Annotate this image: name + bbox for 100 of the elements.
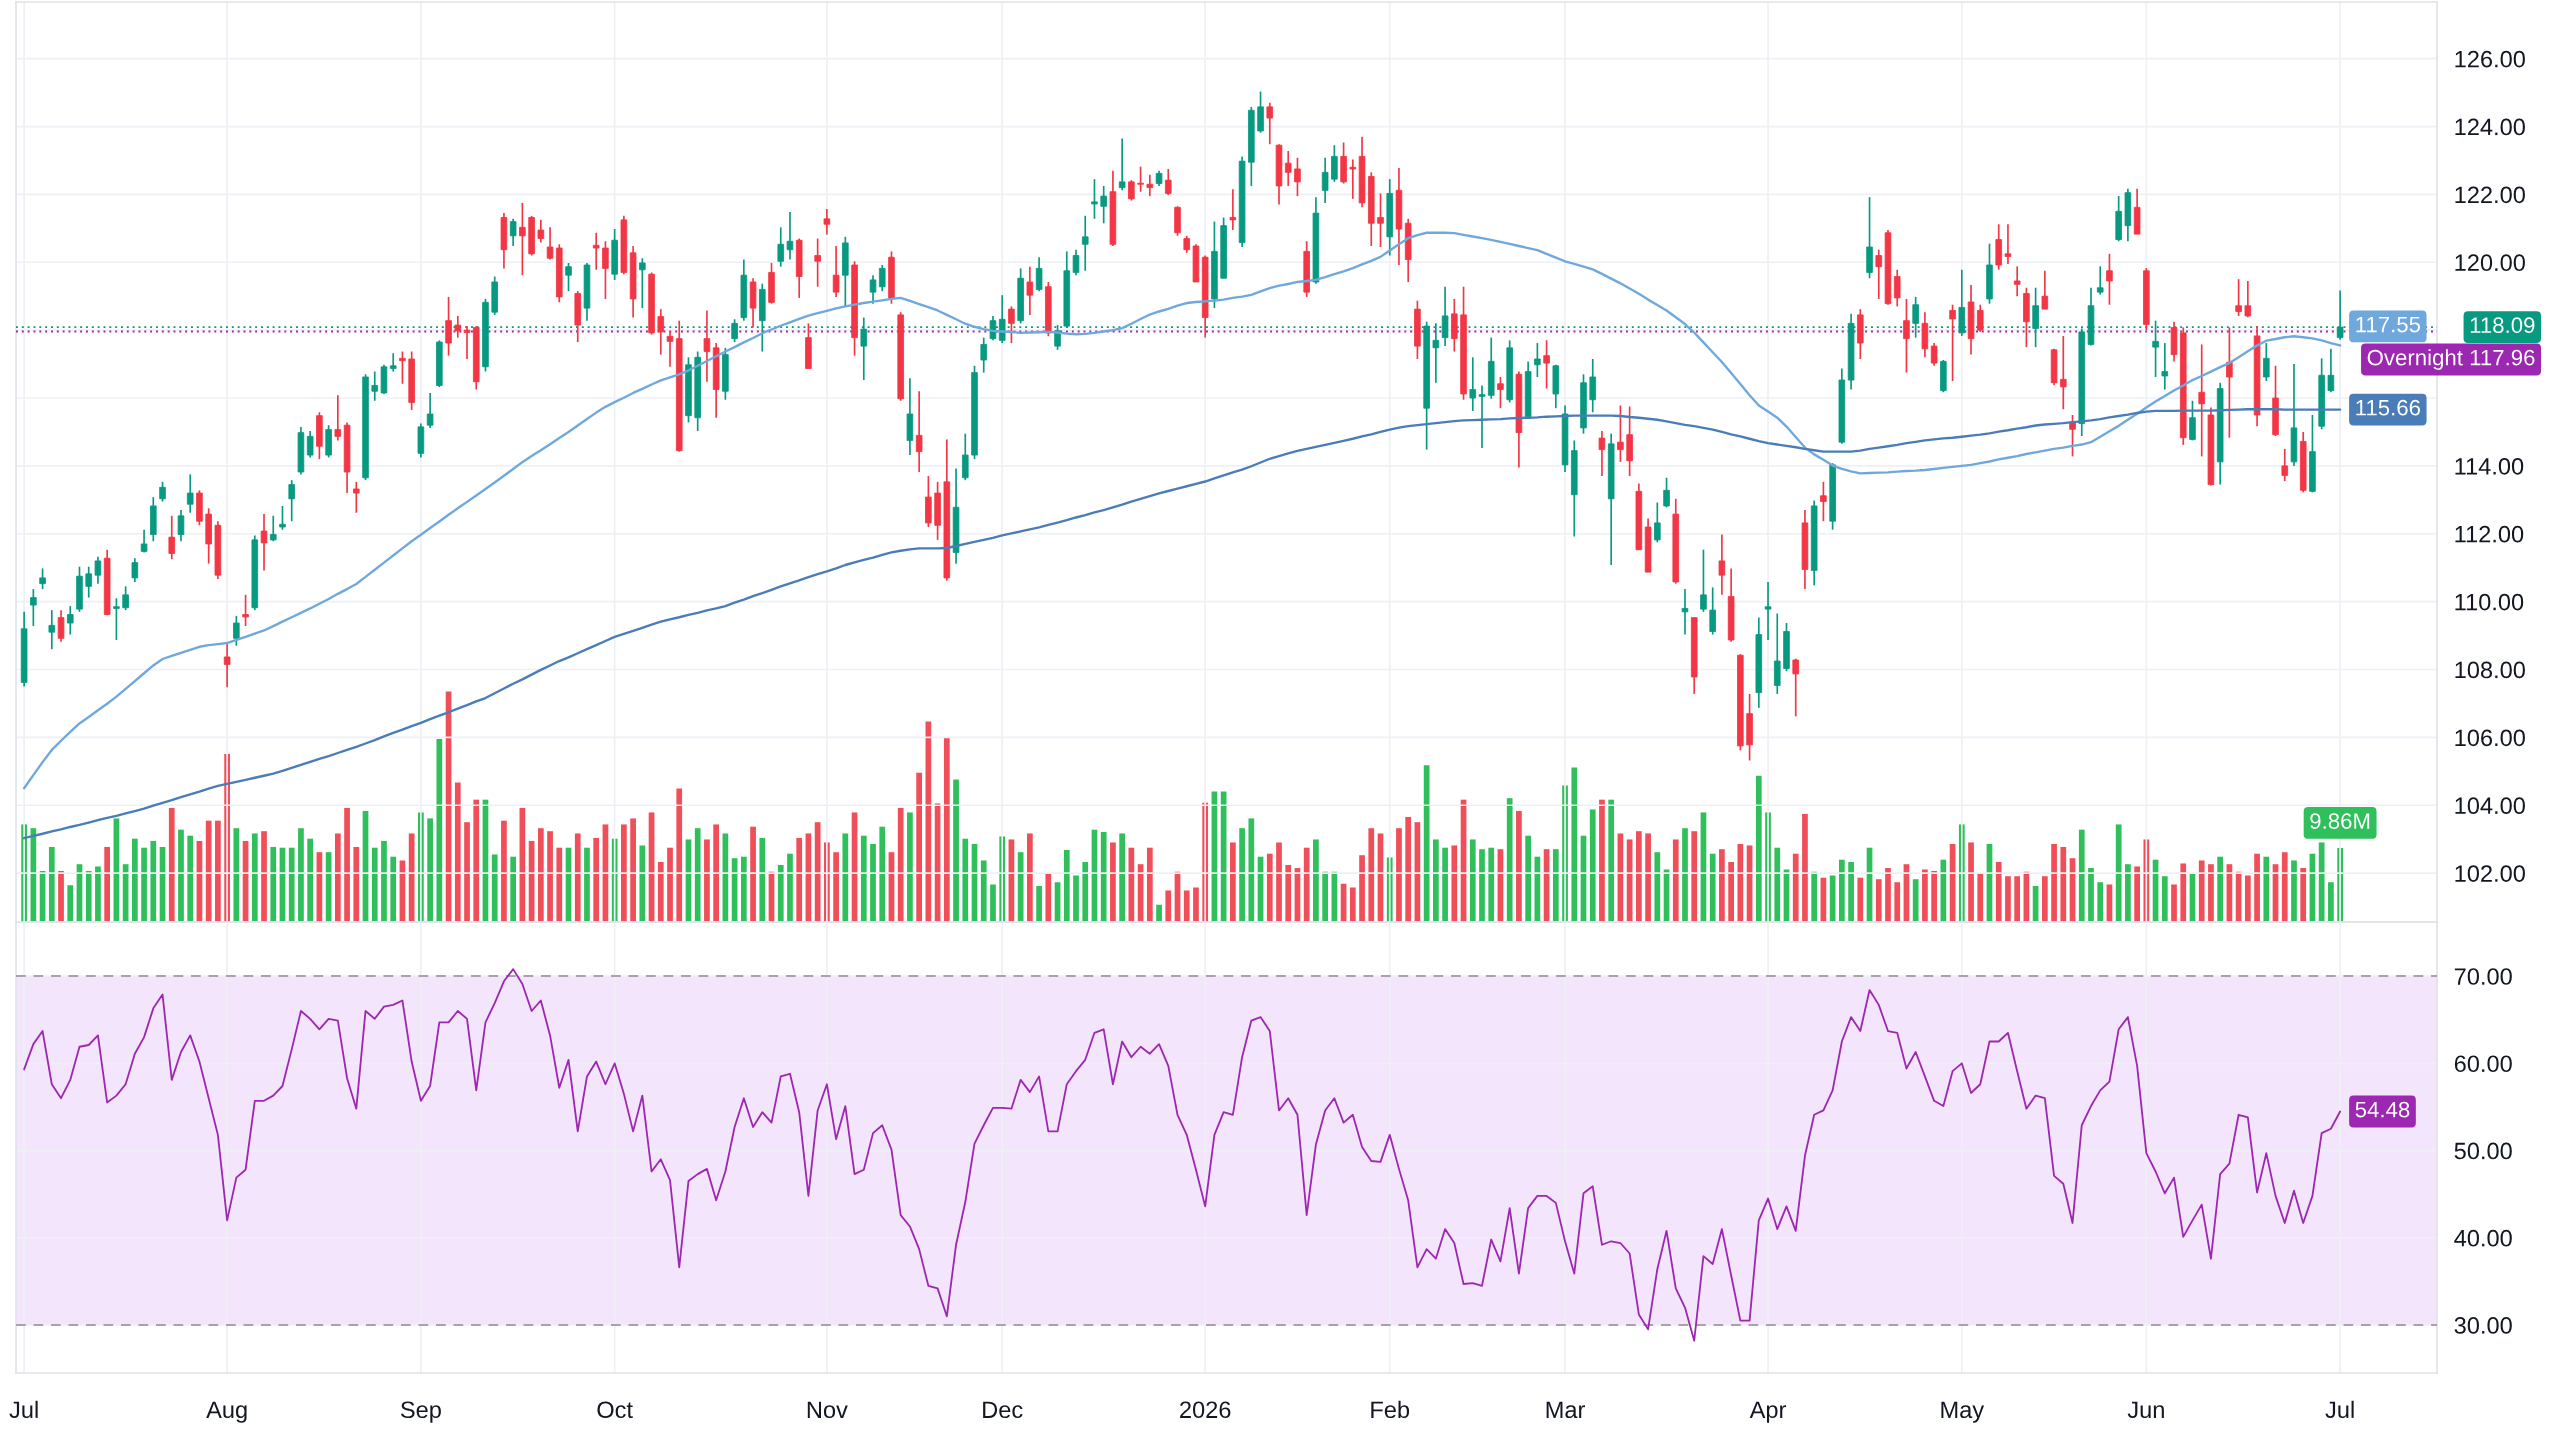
bar [787, 853, 793, 922]
candlestick [288, 479, 295, 523]
bar [713, 824, 720, 922]
candlestick [519, 202, 526, 277]
candlestick [306, 430, 314, 459]
bar [584, 847, 590, 922]
bar [1119, 833, 1125, 922]
candlestick [823, 208, 831, 236]
bar [990, 884, 996, 922]
bar [261, 831, 267, 922]
candlestick [353, 481, 360, 514]
candlestick [1091, 178, 1098, 220]
candlestick [565, 262, 572, 292]
bar [67, 885, 74, 922]
candlestick [592, 231, 600, 271]
bar [759, 837, 766, 922]
candlestick [1137, 165, 1144, 193]
bar [1036, 885, 1042, 922]
candlestick [962, 432, 969, 481]
candlestick [57, 609, 65, 643]
candlestick [389, 352, 397, 373]
candlestick [463, 325, 471, 360]
bar [30, 828, 37, 922]
candlestick [980, 336, 988, 374]
bar [667, 847, 673, 922]
bar [150, 840, 157, 922]
candlestick [1146, 173, 1154, 197]
candlestick [1072, 248, 1080, 277]
bar [1082, 861, 1089, 922]
bar [178, 829, 184, 922]
bar [814, 822, 821, 922]
bar [427, 818, 433, 922]
bar [907, 812, 913, 922]
bar [593, 837, 600, 922]
candlestick [703, 309, 711, 383]
candlestick [113, 597, 120, 641]
bar [704, 839, 710, 922]
candlestick [657, 308, 665, 356]
bar [1156, 904, 1162, 922]
candlestick [399, 350, 406, 385]
x-tick-label: Aug [206, 1401, 247, 1423]
bar [980, 860, 987, 922]
bar [621, 824, 627, 922]
bar [288, 847, 295, 922]
bar [510, 856, 517, 922]
bar [842, 833, 849, 922]
bar [897, 807, 904, 922]
bar [879, 826, 886, 922]
candlestick [426, 392, 434, 429]
bar [251, 833, 258, 922]
candlestick [832, 245, 840, 298]
bar [574, 833, 581, 922]
candlestick [94, 556, 102, 585]
x-tick-label: Nov [807, 1401, 848, 1419]
bar [1146, 847, 1153, 922]
bar [58, 870, 64, 922]
candlestick [131, 557, 139, 583]
bar [870, 843, 876, 922]
bar [676, 788, 683, 922]
bar [547, 831, 553, 922]
bar [104, 846, 111, 922]
bar [1165, 890, 1172, 922]
candlestick [159, 481, 166, 503]
bar [657, 861, 664, 922]
candlestick [66, 605, 74, 636]
bar [491, 854, 498, 922]
candlestick [223, 642, 231, 688]
bar [48, 846, 55, 922]
candlestick [546, 226, 554, 261]
candlestick [260, 513, 268, 572]
x-tick-label: Sep [400, 1401, 441, 1423]
bar [85, 870, 92, 922]
bar [916, 772, 923, 922]
bar [233, 828, 240, 922]
bar [131, 838, 138, 922]
candlestick [869, 274, 877, 305]
bar [205, 820, 212, 922]
candlestick [454, 315, 462, 339]
bar [344, 807, 350, 922]
candlestick [186, 473, 194, 514]
x-tick-label: Dec [983, 1401, 1023, 1419]
bar [381, 840, 387, 922]
candlestick [177, 509, 185, 543]
bar [943, 737, 950, 922]
candlestick [233, 615, 240, 647]
candlestick [509, 218, 517, 247]
bar [1063, 849, 1070, 922]
bar [215, 820, 221, 922]
bar [1045, 873, 1052, 922]
bar [833, 852, 839, 922]
bar [1017, 852, 1024, 922]
candlestick [242, 594, 249, 627]
bar [1100, 831, 1107, 922]
candlestick [371, 370, 379, 402]
candlestick [39, 567, 46, 590]
bar [537, 828, 544, 922]
candlestick [666, 331, 674, 368]
candlestick [168, 514, 176, 561]
bar [371, 847, 378, 922]
bar [694, 828, 701, 922]
